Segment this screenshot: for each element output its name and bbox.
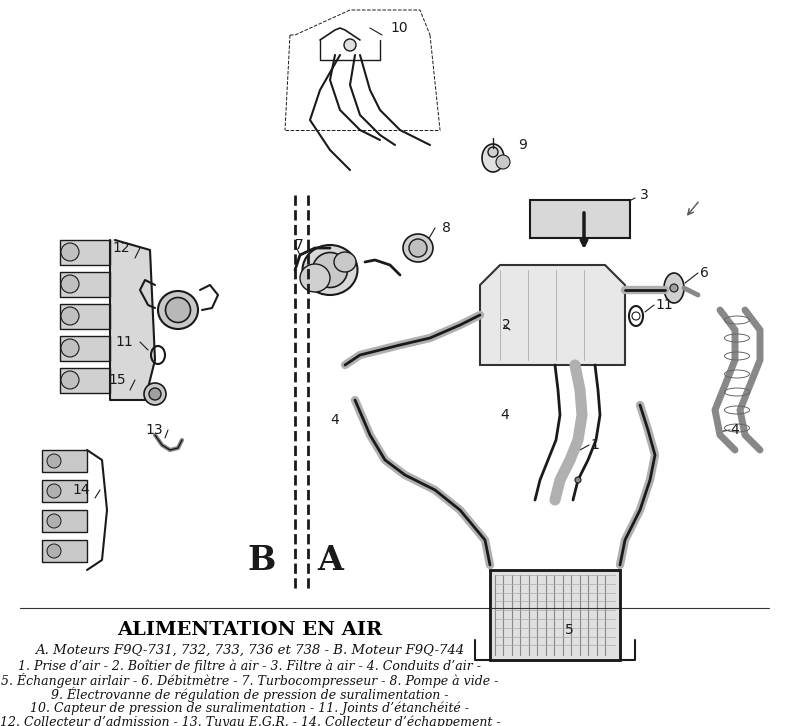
Text: 9. Électrovanne de régulation de pression de suralimentation -: 9. Électrovanne de régulation de pressio… — [51, 687, 449, 701]
Ellipse shape — [61, 275, 79, 293]
Ellipse shape — [488, 147, 498, 157]
Ellipse shape — [144, 383, 166, 405]
Text: ALIMENTATION EN AIR: ALIMENTATION EN AIR — [118, 621, 383, 639]
Ellipse shape — [61, 307, 79, 325]
Bar — [490, 570, 620, 660]
Ellipse shape — [670, 284, 678, 292]
Ellipse shape — [409, 239, 427, 257]
Ellipse shape — [61, 339, 79, 357]
Text: 15: 15 — [108, 373, 125, 387]
Text: 4: 4 — [330, 413, 338, 427]
Bar — [60, 240, 110, 265]
Bar — [42, 540, 87, 562]
Ellipse shape — [334, 252, 356, 272]
Text: 12: 12 — [112, 241, 129, 255]
Bar — [42, 450, 87, 472]
Ellipse shape — [344, 39, 356, 51]
Ellipse shape — [61, 371, 79, 389]
Text: 10: 10 — [390, 21, 408, 35]
Ellipse shape — [158, 291, 198, 329]
Text: A: A — [317, 544, 343, 577]
Ellipse shape — [302, 245, 357, 295]
Text: 9: 9 — [518, 138, 527, 152]
Ellipse shape — [61, 243, 79, 261]
Text: 1: 1 — [590, 438, 599, 452]
Text: 3: 3 — [640, 188, 649, 202]
Text: 2: 2 — [502, 318, 510, 332]
Ellipse shape — [166, 298, 190, 322]
Bar — [490, 570, 620, 660]
Ellipse shape — [149, 388, 161, 400]
Ellipse shape — [300, 264, 330, 292]
Ellipse shape — [403, 234, 433, 262]
Ellipse shape — [312, 253, 347, 287]
Ellipse shape — [575, 477, 581, 483]
Bar — [60, 368, 110, 393]
Text: 6: 6 — [700, 266, 709, 280]
Text: 7: 7 — [295, 238, 304, 252]
Text: 1. Prise d’air - 2. Boîtier de filtre à air - 3. Filtre à air - 4. Conduits d’ai: 1. Prise d’air - 2. Boîtier de filtre à … — [18, 659, 481, 673]
Bar — [42, 510, 87, 532]
Ellipse shape — [496, 155, 510, 169]
Ellipse shape — [47, 514, 61, 528]
Text: 13: 13 — [145, 423, 163, 437]
Ellipse shape — [47, 544, 61, 558]
Text: B: B — [248, 544, 276, 577]
Text: 5: 5 — [565, 623, 574, 637]
Text: 10. Capteur de pression de suralimentation - 11. Joints d’étanchéité -: 10. Capteur de pression de suralimentati… — [31, 701, 469, 715]
Text: 4: 4 — [730, 423, 739, 437]
Bar — [60, 304, 110, 329]
Bar — [60, 336, 110, 361]
Ellipse shape — [664, 273, 684, 303]
Text: 12. Collecteur d’admission - 13. Tuyau E.G.R. - 14. Collecteur d’échappement -: 12. Collecteur d’admission - 13. Tuyau E… — [0, 715, 500, 726]
Polygon shape — [480, 265, 625, 365]
Bar — [42, 480, 87, 502]
Ellipse shape — [47, 454, 61, 468]
Text: 5. Échangeur airlair - 6. Débitmètre - 7. Turbocompresseur - 8. Pompe à vide -: 5. Échangeur airlair - 6. Débitmètre - 7… — [2, 672, 499, 688]
Text: 11: 11 — [655, 298, 673, 312]
Ellipse shape — [482, 144, 504, 172]
Text: 14: 14 — [72, 483, 90, 497]
Ellipse shape — [47, 484, 61, 498]
Bar — [530, 200, 630, 238]
Text: A. Moteurs F9Q-731, 732, 733, 736 et 738 - B. Moteur F9Q-744: A. Moteurs F9Q-731, 732, 733, 736 et 738… — [36, 643, 465, 656]
Text: 4: 4 — [500, 408, 509, 422]
Polygon shape — [110, 240, 155, 400]
Bar — [60, 272, 110, 297]
Text: 11: 11 — [115, 335, 133, 349]
Text: 8: 8 — [442, 221, 451, 235]
